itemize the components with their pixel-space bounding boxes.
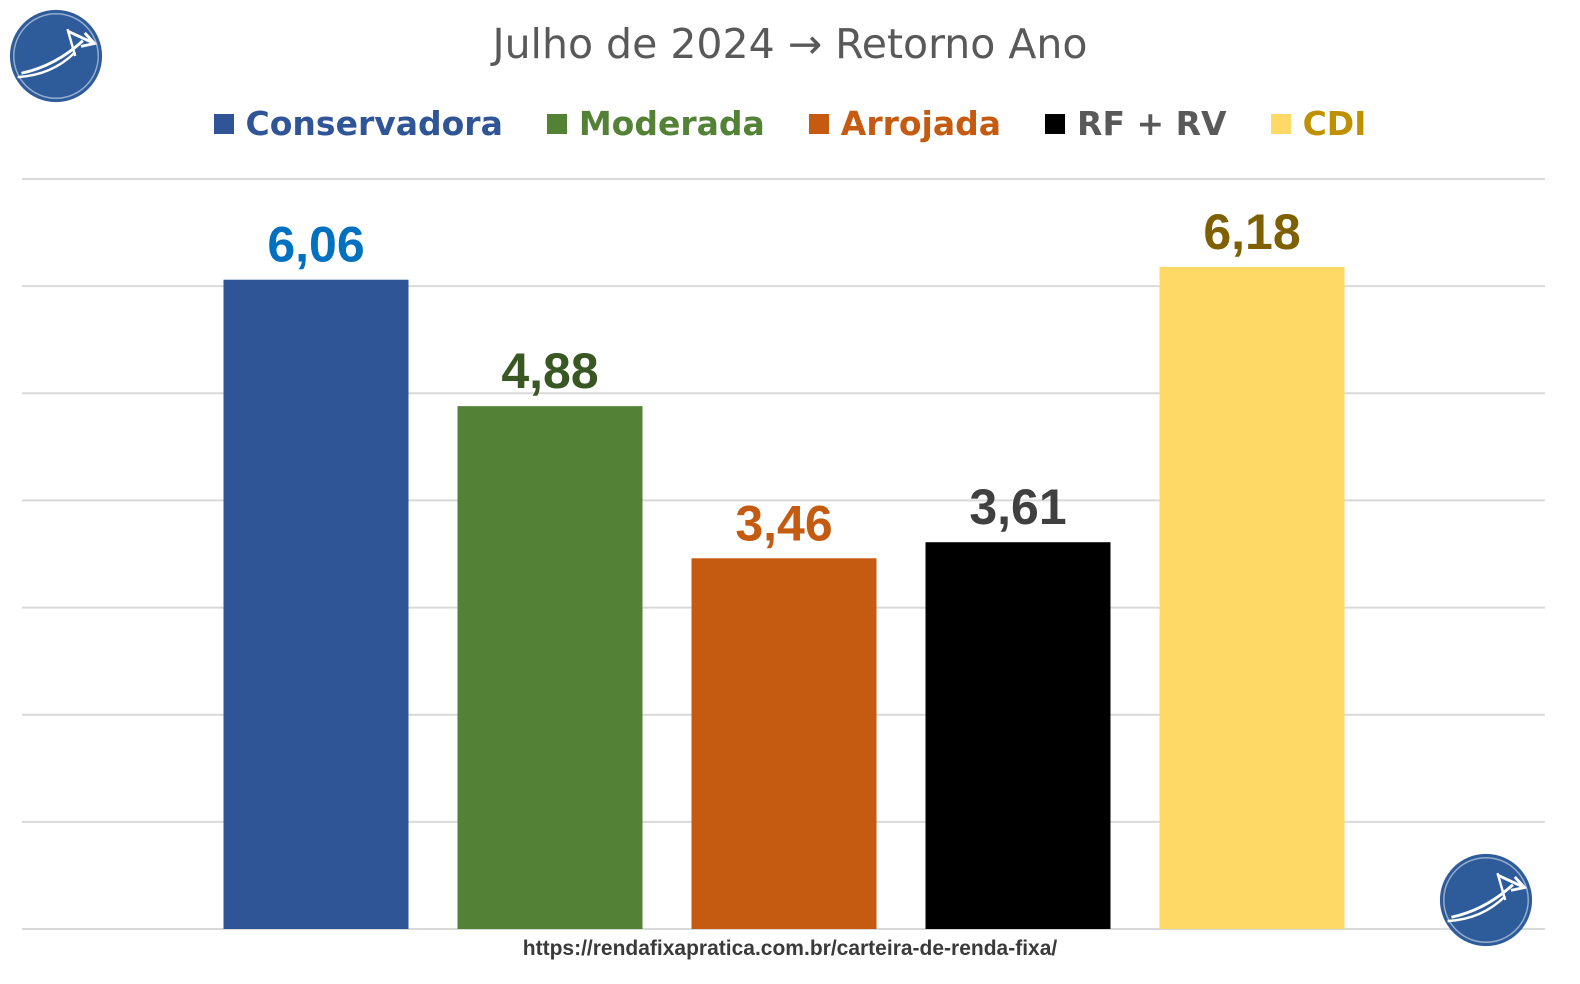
legend-item: CDI [1270, 104, 1367, 143]
legend-item: Moderada [546, 104, 765, 143]
data-label: 6,06 [267, 217, 364, 273]
legend-label: Moderada [578, 104, 765, 143]
legend-swatch [1270, 113, 1291, 134]
legend-item: Conservadora [213, 104, 503, 143]
legend-item: RF + RV [1045, 104, 1227, 143]
bar-conservadora [223, 279, 409, 929]
legend-item: Arrojada [808, 104, 1002, 143]
legend-label: RF + RV [1077, 104, 1227, 143]
logo-bottom-right [1439, 853, 1533, 947]
chart-title: Julho de 2024 → Retorno Ano [492, 20, 1088, 68]
bar-moderada [457, 406, 643, 930]
data-labels: 6,06 4,88 3,46 3,61 6,18 [267, 204, 1300, 551]
legend: Conservadora Moderada Arrojada RF + RV CDI [0, 104, 1580, 143]
logo-top-left [9, 9, 103, 103]
legend-label: CDI [1302, 104, 1367, 143]
data-label: 3,61 [969, 479, 1066, 535]
bars [223, 266, 1345, 930]
legend-swatch [808, 113, 829, 134]
bar-rf-rv [925, 542, 1111, 929]
footer-url: https://rendafixapratica.com.br/carteira… [522, 937, 1058, 960]
legend-label: Conservadora [245, 104, 503, 143]
legend-label: Arrojada [840, 104, 1002, 143]
data-label: 3,46 [735, 495, 832, 551]
bar-arrojada [691, 558, 877, 929]
legend-swatch [213, 113, 234, 134]
data-label: 4,88 [501, 343, 598, 399]
data-label: 6,18 [1203, 204, 1300, 260]
legend-swatch [546, 113, 567, 134]
legend-swatch [1045, 113, 1066, 134]
bar-cdi [1159, 266, 1345, 929]
